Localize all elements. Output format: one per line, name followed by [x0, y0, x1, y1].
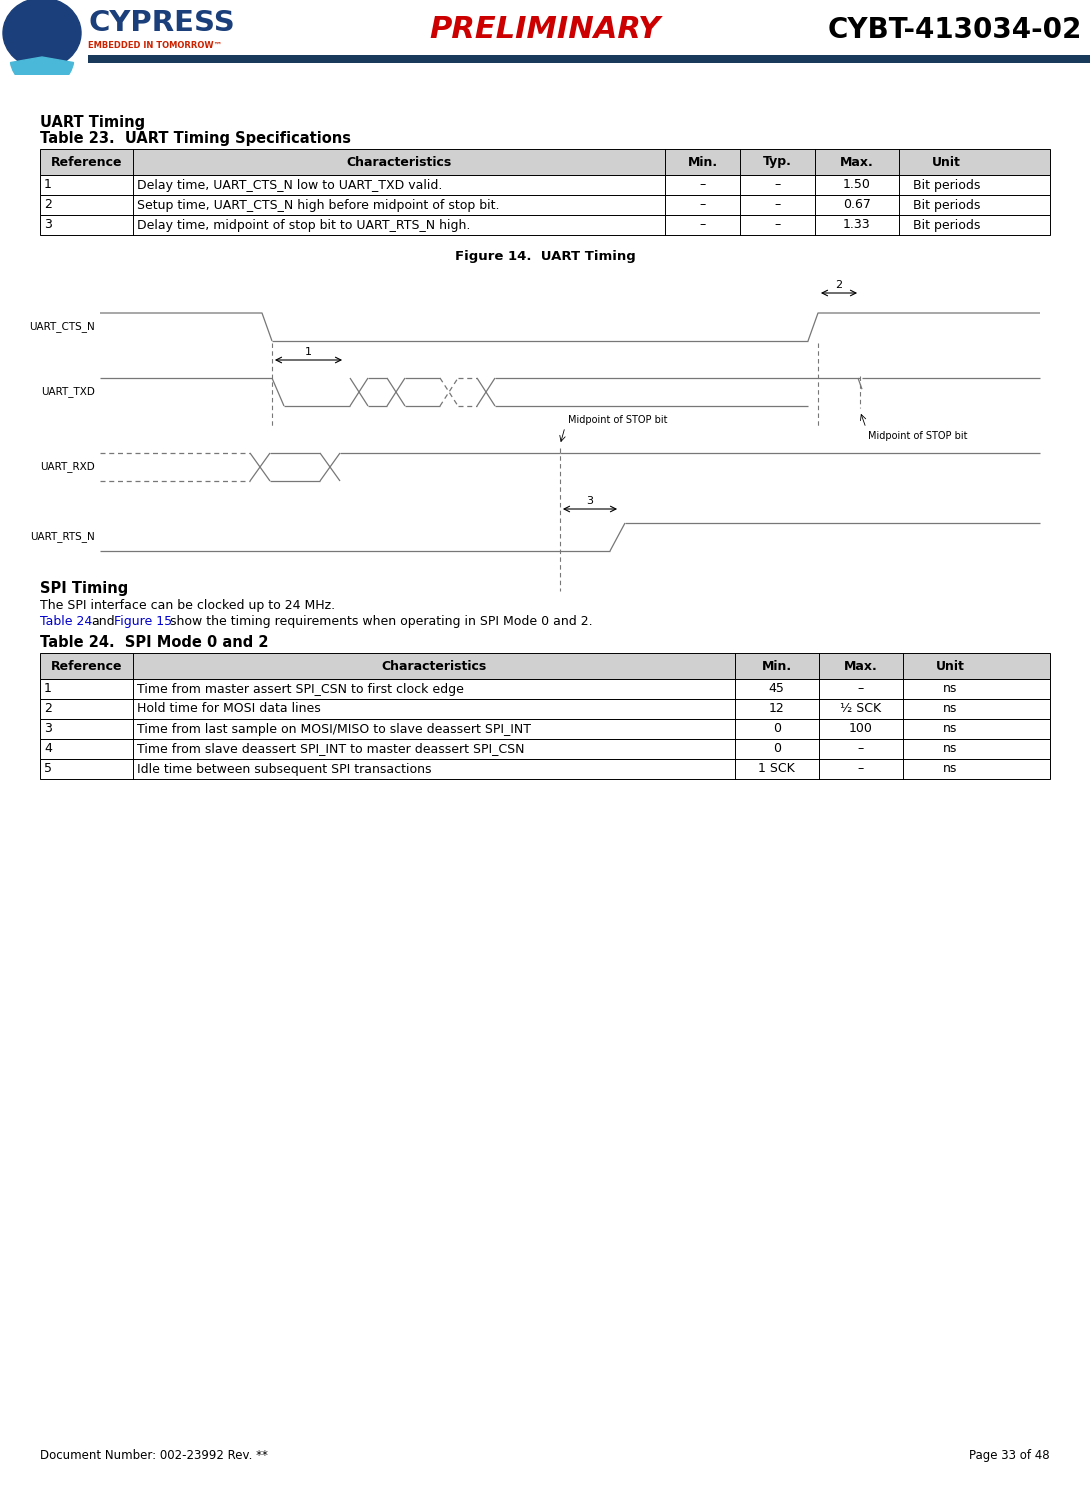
Text: Characteristics: Characteristics: [382, 659, 486, 672]
Text: Bit periods: Bit periods: [912, 218, 980, 232]
Text: ns: ns: [943, 762, 958, 775]
Text: Idle time between subsequent SPI transactions: Idle time between subsequent SPI transac…: [137, 762, 432, 775]
Text: Time from last sample on MOSI/MISO to slave deassert SPI_INT: Time from last sample on MOSI/MISO to sl…: [137, 723, 531, 735]
Text: 1.33: 1.33: [843, 218, 871, 232]
Text: Time from slave deassert SPI_INT to master deassert SPI_CSN: Time from slave deassert SPI_INT to mast…: [137, 743, 524, 756]
Text: 0: 0: [773, 723, 780, 735]
Text: Min.: Min.: [762, 659, 791, 672]
Text: ½ SCK: ½ SCK: [840, 702, 881, 716]
Bar: [40, 759, 1050, 778]
Text: CYBT-413034-02: CYBT-413034-02: [827, 16, 1082, 43]
Text: –: –: [858, 762, 863, 775]
Text: 2: 2: [835, 279, 843, 290]
Text: Setup time, UART_CTS_N high before midpoint of stop bit.: Setup time, UART_CTS_N high before midpo…: [137, 199, 499, 212]
Text: –: –: [858, 683, 863, 696]
Text: 1: 1: [44, 178, 52, 191]
Text: 0: 0: [773, 743, 780, 756]
Bar: [40, 699, 1050, 719]
Text: Characteristics: Characteristics: [347, 155, 451, 169]
Text: Page 33 of 48: Page 33 of 48: [969, 1449, 1050, 1463]
Text: and: and: [90, 616, 114, 627]
Text: 100: 100: [849, 723, 873, 735]
Text: UART_RXD: UART_RXD: [40, 462, 95, 472]
Text: Min.: Min.: [688, 155, 717, 169]
Text: 2: 2: [44, 702, 52, 716]
Text: 3: 3: [44, 218, 52, 232]
Text: Delay time, midpoint of stop bit to UART_RTS_N high.: Delay time, midpoint of stop bit to UART…: [137, 218, 470, 232]
Text: –: –: [858, 743, 863, 756]
Text: Delay time, UART_CTS_N low to UART_TXD valid.: Delay time, UART_CTS_N low to UART_TXD v…: [137, 178, 443, 191]
Text: 4: 4: [44, 743, 52, 756]
Text: 1: 1: [305, 347, 312, 357]
Text: ns: ns: [943, 723, 958, 735]
Text: Unit: Unit: [932, 155, 961, 169]
Bar: [40, 740, 1050, 759]
Text: –: –: [700, 178, 705, 191]
Text: Bit periods: Bit periods: [912, 199, 980, 212]
Text: Document Number: 002-23992 Rev. **: Document Number: 002-23992 Rev. **: [40, 1449, 268, 1463]
Text: ns: ns: [943, 702, 958, 716]
Text: PRELIMINARY: PRELIMINARY: [429, 15, 661, 45]
Text: Bit periods: Bit periods: [912, 178, 980, 191]
Text: CYPRESS: CYPRESS: [88, 9, 234, 37]
Bar: [40, 215, 1050, 235]
Bar: [88, 55, 1090, 63]
Text: Figure 14.  UART Timing: Figure 14. UART Timing: [455, 249, 635, 263]
Text: 1: 1: [44, 683, 52, 696]
Text: –: –: [700, 199, 705, 212]
Bar: [40, 149, 1050, 175]
Text: –: –: [700, 218, 705, 232]
Text: Reference: Reference: [51, 155, 122, 169]
Text: Midpoint of STOP bit: Midpoint of STOP bit: [868, 430, 968, 441]
Text: Table 24.  SPI Mode 0 and 2: Table 24. SPI Mode 0 and 2: [40, 635, 268, 650]
Text: The SPI interface can be clocked up to 24 MHz.: The SPI interface can be clocked up to 2…: [40, 599, 335, 613]
Text: EMBEDDED IN TOMORROW™: EMBEDDED IN TOMORROW™: [88, 40, 222, 49]
Text: UART_CTS_N: UART_CTS_N: [29, 321, 95, 333]
Bar: [40, 719, 1050, 740]
Text: Table 24: Table 24: [40, 616, 93, 627]
Text: UART Timing: UART Timing: [40, 115, 145, 130]
Text: –: –: [774, 199, 780, 212]
Text: Max.: Max.: [844, 659, 877, 672]
Bar: [40, 653, 1050, 678]
Text: Hold time for MOSI data lines: Hold time for MOSI data lines: [137, 702, 320, 716]
Text: Figure 15: Figure 15: [114, 616, 172, 627]
Text: 45: 45: [768, 683, 785, 696]
Text: Time from master assert SPI_CSN to first clock edge: Time from master assert SPI_CSN to first…: [137, 683, 464, 696]
Text: SPI Timing: SPI Timing: [40, 581, 129, 596]
Ellipse shape: [3, 0, 81, 69]
Text: Midpoint of STOP bit: Midpoint of STOP bit: [568, 415, 667, 424]
Text: Max.: Max.: [839, 155, 873, 169]
Bar: [40, 678, 1050, 699]
Text: 3: 3: [586, 496, 593, 506]
Text: Unit: Unit: [936, 659, 965, 672]
Text: 0.67: 0.67: [843, 199, 871, 212]
Text: 3: 3: [44, 723, 52, 735]
Text: 12: 12: [768, 702, 785, 716]
Text: –: –: [774, 178, 780, 191]
Text: ns: ns: [943, 683, 958, 696]
Text: UART_RTS_N: UART_RTS_N: [31, 532, 95, 542]
Text: 5: 5: [44, 762, 52, 775]
Bar: [40, 175, 1050, 196]
Text: UART_TXD: UART_TXD: [41, 387, 95, 397]
Wedge shape: [11, 57, 73, 90]
Text: 1 SCK: 1 SCK: [759, 762, 796, 775]
Text: –: –: [774, 218, 780, 232]
Text: 1.50: 1.50: [843, 178, 871, 191]
Text: Reference: Reference: [51, 659, 122, 672]
Bar: [40, 196, 1050, 215]
Text: ns: ns: [943, 743, 958, 756]
Text: 2: 2: [44, 199, 52, 212]
Text: show the timing requirements when operating in SPI Mode 0 and 2.: show the timing requirements when operat…: [170, 616, 593, 627]
Text: Table 23.  UART Timing Specifications: Table 23. UART Timing Specifications: [40, 131, 351, 146]
Text: Typ.: Typ.: [763, 155, 791, 169]
